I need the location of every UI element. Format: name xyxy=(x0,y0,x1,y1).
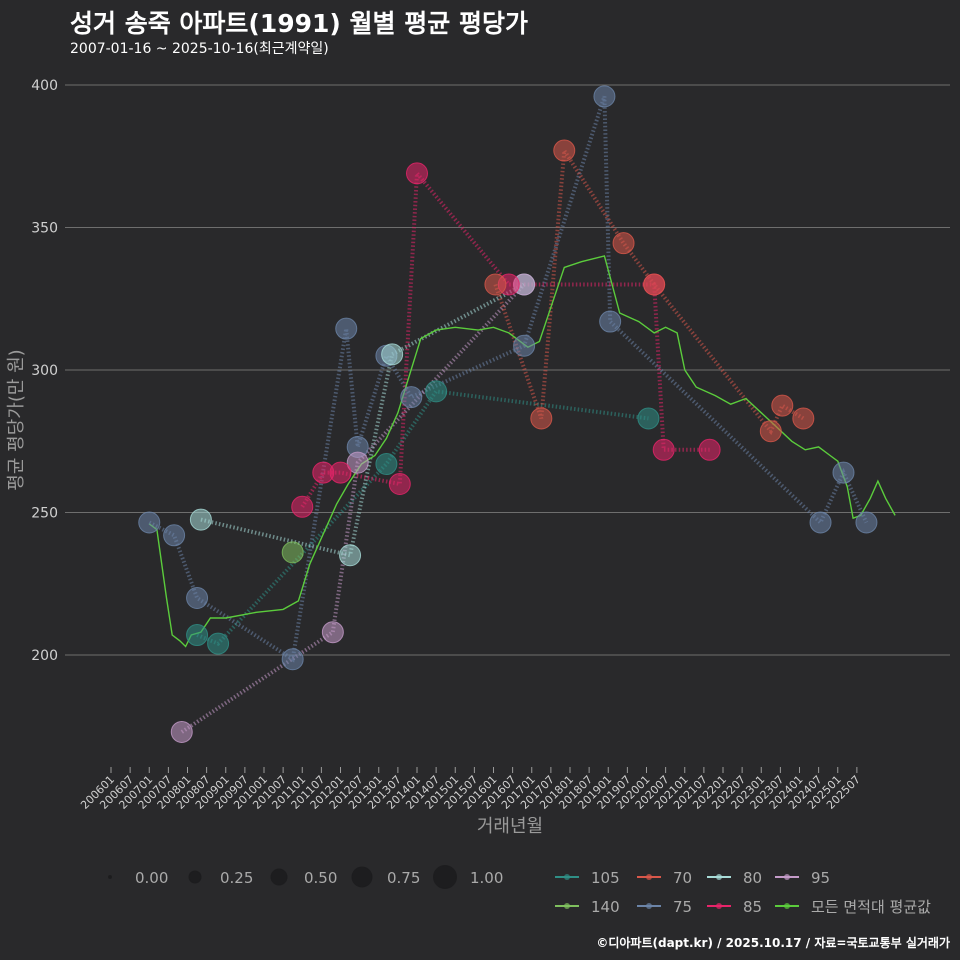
data-point-75 xyxy=(855,511,878,534)
color-legend-dot xyxy=(716,874,722,880)
chart-subtitle: 2007-01-16 ~ 2025-10-16(최근계약일) xyxy=(70,41,329,57)
data-point-85 xyxy=(329,461,352,484)
data-point-80 xyxy=(381,343,404,366)
y-tick-label: 400 xyxy=(31,78,58,94)
data-point-105 xyxy=(375,453,398,476)
data-point-140 xyxy=(281,541,304,564)
y-tick-label: 200 xyxy=(31,648,58,664)
data-point-75 xyxy=(335,317,358,340)
x-axis-title: 거래년월 xyxy=(477,816,543,837)
color-legend-label: 75 xyxy=(673,898,692,916)
color-legend-label: 105 xyxy=(591,869,620,887)
data-point-75 xyxy=(593,85,616,108)
data-point-85 xyxy=(652,438,675,461)
data-point-70 xyxy=(530,407,553,430)
series-line-70 xyxy=(493,144,805,436)
size-legend-label: 0.50 xyxy=(304,869,337,887)
y-tick-label: 250 xyxy=(31,506,58,522)
data-point-70 xyxy=(484,273,507,296)
data-point-75 xyxy=(599,310,622,333)
color-legend-label: 85 xyxy=(743,898,762,916)
data-point-85 xyxy=(388,473,411,495)
size-legend-dot xyxy=(351,866,373,888)
color-legend-dot xyxy=(564,874,570,880)
data-point-70 xyxy=(771,394,794,417)
data-point-75 xyxy=(186,587,209,609)
data-point-80 xyxy=(339,544,362,567)
chart-title: 성거 송죽 아파트(1991) 월별 평균 평당가 xyxy=(70,9,528,38)
color-legend-label: 140 xyxy=(591,898,620,916)
size-legend-label: 0.25 xyxy=(220,869,253,887)
data-point-85 xyxy=(406,162,428,185)
data-point-75 xyxy=(809,511,832,534)
size-legend-label: 1.00 xyxy=(470,869,503,887)
data-point-75 xyxy=(163,524,186,547)
series-line-average xyxy=(148,255,896,648)
data-point-85 xyxy=(291,495,314,518)
data-point-70 xyxy=(792,407,815,430)
series-line-80 xyxy=(200,282,526,558)
series-line-105 xyxy=(196,389,649,646)
size-legend-label: 0.75 xyxy=(387,869,420,887)
color-legend-label: 모든 면적대 평균값 xyxy=(811,898,931,916)
source-caption: ©디아파트(dapt.kr) / 2025.10.17 / 자료=국토교통부 실… xyxy=(596,936,950,950)
size-legend-dot xyxy=(108,875,112,879)
color-legend-dot xyxy=(716,903,722,909)
y-tick-label: 300 xyxy=(31,363,58,379)
data-point-70 xyxy=(612,232,635,255)
series-line-95 xyxy=(180,283,526,734)
data-point-70 xyxy=(643,273,666,296)
data-point-105 xyxy=(207,632,230,655)
color-legend-label: 80 xyxy=(743,869,762,887)
color-legend-dot xyxy=(784,903,790,909)
color-legend-dot xyxy=(646,874,652,880)
size-legend-dot xyxy=(433,865,457,889)
data-point-105 xyxy=(425,380,448,403)
color-legend-dot xyxy=(564,903,570,909)
size-legend-dot xyxy=(270,868,288,886)
size-legend-label: 0.00 xyxy=(135,869,168,887)
color-legend-dot xyxy=(784,874,790,880)
data-point-75 xyxy=(832,461,855,484)
y-axis-title: 평균 평당가(만 원) xyxy=(6,349,27,490)
data-point-70 xyxy=(553,139,576,162)
data-point-75 xyxy=(400,386,423,409)
data-point-95 xyxy=(170,720,193,743)
data-point-70 xyxy=(759,420,782,443)
color-legend-label: 70 xyxy=(673,869,692,887)
data-point-75 xyxy=(138,511,161,534)
series-line-75 xyxy=(148,95,869,663)
data-point-75 xyxy=(281,648,304,671)
data-point-95 xyxy=(346,451,369,474)
data-point-105 xyxy=(186,624,209,647)
y-tick-label: 350 xyxy=(31,221,58,237)
data-point-80 xyxy=(189,508,212,531)
data-point-85 xyxy=(698,438,721,461)
data-point-95 xyxy=(321,621,344,644)
data-point-105 xyxy=(637,407,660,430)
color-legend-label: 95 xyxy=(811,869,830,887)
color-legend-dot xyxy=(646,903,652,909)
size-legend-dot xyxy=(188,870,202,884)
data-point-75 xyxy=(513,334,536,357)
